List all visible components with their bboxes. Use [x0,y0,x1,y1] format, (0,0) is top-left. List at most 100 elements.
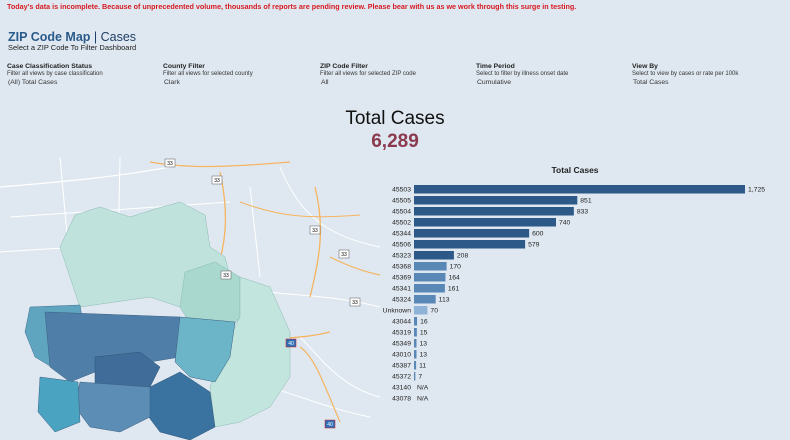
highway-shield-label: 33 [352,300,358,306]
category-label: Unknown [383,308,412,315]
chart-title: Total Cases [551,165,598,175]
highway-shield-label: 40 [288,341,294,347]
bar[interactable] [414,361,417,370]
filter-time-period: Time Period Select to filter by illness … [476,63,626,87]
time-period-dropdown[interactable]: Cumulative [477,79,511,86]
filter-zip-code: ZIP Code Filter Filter all views for sel… [320,63,470,87]
filter-view-by: View By Select to view by cases or rate … [632,63,782,87]
bar[interactable] [414,339,417,348]
value-label: N/A [417,385,429,392]
category-label: 43044 [392,319,411,326]
category-label: 45503 [392,187,411,194]
category-label: 43078 [392,396,411,403]
filter-label: Time Period [476,63,515,70]
bar[interactable] [414,372,416,381]
county-dropdown[interactable]: Clark [164,79,180,86]
bar[interactable] [414,229,530,238]
value-label: 70 [430,308,438,315]
filter-description: Select to filter by illness onset date [476,71,569,77]
highway-shield-label: 33 [214,178,220,184]
bar[interactable] [414,273,446,282]
category-label: 45344 [392,231,411,238]
zip-regions [24,201,291,440]
highway-shields: 33 33 33 33 33 33 40 40 [164,158,361,429]
category-label: 45369 [392,275,411,282]
total-cases-bar-chart[interactable]: Total Cases 45503 1,725 45505 851 45504 833 45… [345,160,790,440]
bar[interactable] [414,251,454,260]
value-label: 16 [420,319,428,326]
case-classification-dropdown[interactable]: (All) Total Cases [8,79,58,86]
zip-code-map[interactable]: 33 33 33 33 33 33 40 40 [0,157,380,440]
value-label: 579 [528,242,540,249]
value-label: N/A [417,396,429,403]
bar[interactable] [414,328,417,337]
category-label: 45372 [392,374,411,381]
highway-shield-label: 40 [327,422,333,428]
filter-description: Filter all views by case classification [7,71,103,77]
zip-code-dropdown[interactable]: All [321,79,329,86]
value-label: 833 [577,209,589,216]
category-label: 45505 [392,198,411,205]
filter-county: County Filter Filter all views for selec… [163,63,313,87]
bar[interactable] [414,196,578,205]
value-label: 13 [419,341,427,348]
category-label: 45368 [392,264,411,271]
highway-shield-label: 33 [167,161,173,167]
value-label: 7 [418,374,422,381]
bar[interactable] [414,317,418,326]
value-label: 13 [419,352,427,359]
zip-region-center-east[interactable] [174,316,236,383]
category-label: 45504 [392,209,411,216]
bar[interactable] [414,295,436,304]
page-title-section: Cases [100,30,137,44]
zip-region-southwest[interactable] [37,376,81,433]
bar[interactable] [414,207,574,216]
page-subtitle: Select a ZIP Code To Filter Dashboard [8,43,137,52]
filter-description: Filter all views for selected ZIP code [320,71,416,77]
value-label: 161 [448,286,460,293]
page-title-main: ZIP Code Map [8,30,91,44]
filter-label: View By [632,63,658,70]
filter-label: Case Classification Status [7,63,92,70]
bar[interactable] [414,218,556,227]
category-label: 45506 [392,242,411,249]
bar[interactable] [414,185,745,194]
highway-shield-label: 33 [341,252,347,258]
bar[interactable] [414,284,445,293]
value-label: 170 [450,264,462,271]
category-label: 45387 [392,363,411,370]
filter-case-classification: Case Classification Status Filter all vi… [7,63,157,87]
bar[interactable] [414,262,447,271]
filter-label: County Filter [163,63,205,70]
filter-description: Filter all views for selected county [163,71,253,77]
filter-label: ZIP Code Filter [320,63,368,70]
value-label: 600 [532,231,544,238]
bar[interactable] [414,306,428,315]
highway-shield-label: 33 [312,228,318,234]
category-label: 45349 [392,341,411,348]
value-label: 15 [420,330,428,337]
page-title-separator: | [90,30,101,44]
kpi-value: 6,289 [371,131,419,152]
filter-description: Select to view by cases or rate per 100k [632,71,739,77]
value-label: 11 [419,363,426,370]
category-label: 45324 [392,297,411,304]
category-label: 45341 [392,286,411,293]
page-title: ZIP Code Map | Cases [8,30,136,44]
category-label: 43140 [392,385,411,392]
category-label: 45319 [392,330,411,337]
bar[interactable] [414,350,417,359]
data-incomplete-banner: Today's data is incomplete. Because of u… [7,2,577,11]
bar[interactable] [414,240,526,249]
highway-shield-label: 33 [223,273,229,279]
kpi-label: Total Cases [345,108,445,129]
view-by-dropdown[interactable]: Total Cases [633,79,669,86]
value-label: 740 [559,220,571,227]
value-label: 851 [580,198,592,205]
category-label: 45502 [392,220,411,227]
value-label: 208 [457,253,469,260]
value-label: 113 [439,297,450,304]
category-label: 43010 [392,352,411,359]
category-label: 45323 [392,253,411,260]
value-label: 1,725 [748,187,765,194]
